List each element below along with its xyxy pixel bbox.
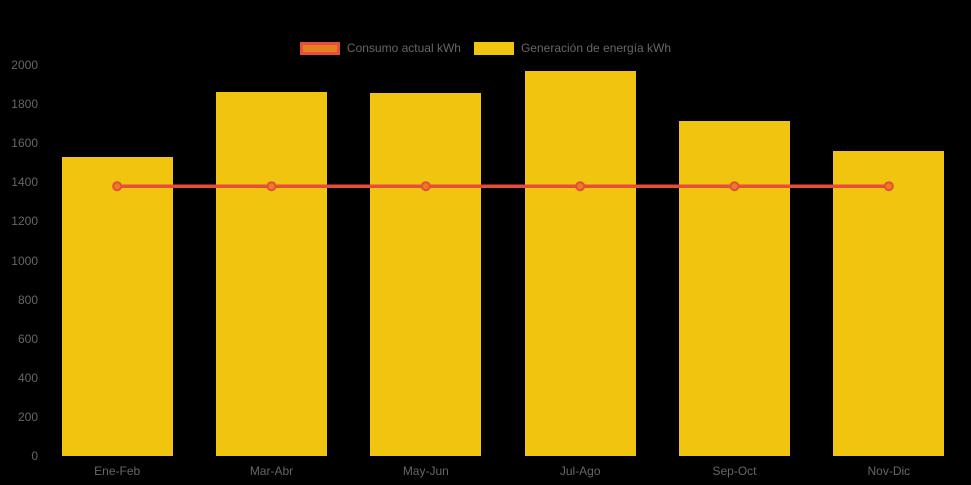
y-tick-label: 1800 — [11, 97, 38, 112]
line-point-Ene-Feb[interactable] — [112, 181, 123, 192]
bar-May-Jun[interactable] — [370, 93, 482, 456]
y-tick-label: 1400 — [11, 175, 38, 190]
line-point-Nov-Dic[interactable] — [883, 181, 894, 192]
line-point-Mar-Abr[interactable] — [266, 181, 277, 192]
bar-Nov-Dic[interactable] — [833, 151, 945, 456]
y-tick-label: 1200 — [11, 214, 38, 229]
legend-swatch-bar-icon — [473, 41, 514, 55]
bar-Ene-Feb[interactable] — [61, 156, 173, 456]
chart-legend: Consumo actual kWh Generación de energía… — [0, 41, 971, 55]
y-tick-label: 400 — [17, 370, 38, 385]
x-tick-label: Jul-Ago — [559, 464, 601, 478]
bar-Mar-Abr[interactable] — [215, 92, 328, 456]
legend-label-generacion: Generación de energía kWh — [520, 41, 672, 55]
x-tick-label: Nov-Dic — [867, 464, 911, 478]
x-tick-label: May-Jun — [402, 464, 449, 478]
line-point-Jul-Ago[interactable] — [575, 181, 586, 192]
legend-item-consumo[interactable]: Consumo actual kWh — [299, 41, 461, 55]
y-tick-label: 2000 — [11, 58, 38, 72]
y-tick-label: 200 — [17, 409, 38, 424]
y-tick-label: 1600 — [11, 136, 38, 151]
legend-label-consumo: Consumo actual kWh — [346, 41, 461, 55]
y-tick-label: 600 — [17, 331, 38, 346]
y-tick-label: 800 — [17, 292, 38, 307]
bar-Sep-Oct[interactable] — [678, 120, 791, 456]
x-tick-label: Ene-Feb — [94, 464, 141, 478]
line-point-Sep-Oct[interactable] — [729, 181, 740, 192]
legend-item-generacion[interactable]: Generación de energía kWh — [473, 41, 672, 55]
bar-Jul-Ago[interactable] — [524, 70, 636, 456]
x-tick-label: Sep-Oct — [712, 464, 757, 478]
x-tick-label: Mar-Abr — [249, 464, 294, 478]
legend-swatch-line-icon — [299, 41, 340, 55]
y-tick-label: 1000 — [11, 253, 38, 268]
line-point-May-Jun[interactable] — [420, 181, 431, 192]
y-tick-label: 0 — [31, 449, 38, 463]
